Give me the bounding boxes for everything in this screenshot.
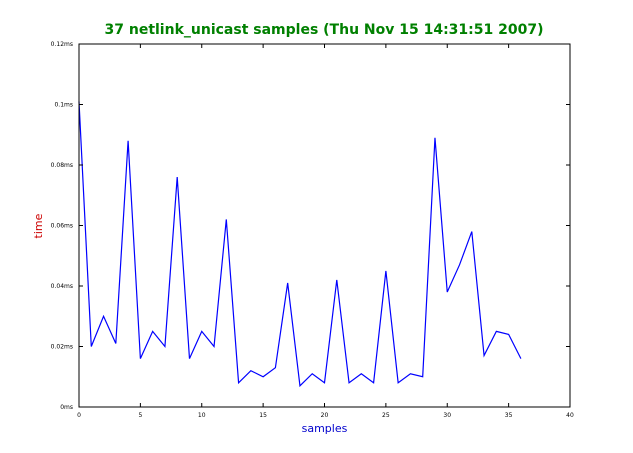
y-tick-label: 0.12ms	[51, 41, 73, 48]
x-tick-label: 0	[77, 412, 81, 419]
y-axis-label: time	[32, 213, 45, 238]
y-tick-label: 0.02ms	[51, 344, 73, 351]
series-line-0	[78, 101, 522, 388]
x-tick-label: 10	[198, 412, 206, 419]
x-tick-label: 15	[259, 412, 267, 419]
y-tick-label: 0.08ms	[51, 162, 73, 169]
x-tick-label: 35	[505, 412, 513, 419]
plot-background	[79, 44, 570, 407]
chart-title: 37 netlink_unicast samples (Thu Nov 15 1…	[105, 22, 544, 38]
y-tick-label: 0.1ms	[54, 102, 73, 109]
series-group	[78, 101, 522, 388]
x-tick-label: 25	[382, 412, 390, 419]
plot-frame	[78, 43, 571, 408]
x-tick-label: 30	[443, 412, 451, 419]
x-axis-label: samples	[302, 422, 348, 435]
x-tick-label: 5	[138, 412, 142, 419]
x-tick-label: 40	[566, 412, 574, 419]
y-tick-label: 0.04ms	[51, 283, 73, 290]
y-axis-ticks: 0ms 0.02ms 0.04ms 0.06ms 0.08ms 0.1ms 0.12ms	[51, 41, 570, 411]
x-tick-label: 20	[321, 412, 329, 419]
y-tick-label: 0.06ms	[51, 223, 73, 230]
y-tick-label: 0ms	[60, 404, 73, 411]
plot-area: 0 5 10 15 20 25 30 35 40 0ms 0.02ms 0.04ms 0.06ms 0.…	[51, 41, 574, 419]
